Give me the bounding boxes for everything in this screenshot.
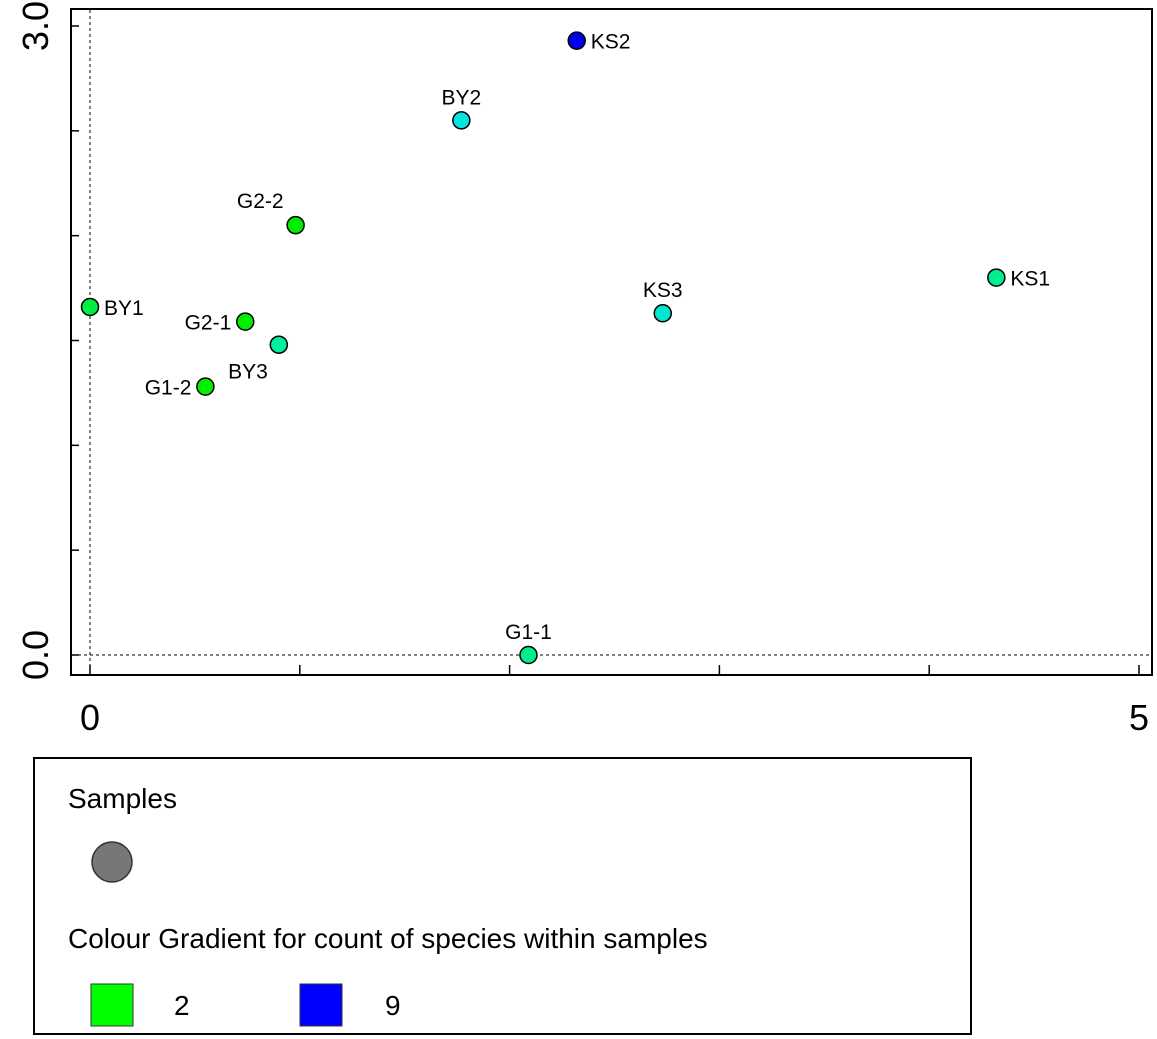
sample-label-by3: BY3	[228, 361, 268, 384]
sample-point-by2	[452, 111, 471, 130]
sample-label-g2-2: G2-2	[237, 190, 284, 213]
x-tick-label-min: 0	[80, 697, 100, 738]
sample-point-g1-2	[196, 377, 215, 396]
legend-box	[33, 757, 972, 1035]
sample-label-g1-1: G1-1	[505, 621, 552, 644]
sample-label-ks2: KS2	[591, 31, 631, 54]
sample-label-ks1: KS1	[1010, 268, 1050, 291]
sample-label-g1-2: G1-2	[145, 377, 192, 400]
legend-samples-title: Samples	[68, 783, 177, 814]
y-tick-label-max: 3.0	[15, 1, 56, 51]
sample-point-g2-1	[236, 312, 255, 331]
sample-point-ks1	[987, 268, 1006, 287]
legend: Samples Colour Gradient for count of spe…	[33, 757, 972, 1035]
y-axis-ticks	[71, 25, 79, 656]
sample-point-g1-1	[519, 645, 538, 665]
sample-label-g2-1: G2-1	[185, 312, 232, 335]
legend-swatch-low	[90, 983, 134, 1027]
x-tick-label-max: 5	[1129, 697, 1149, 738]
data-points: KS2 BY2 G2-2 KS1 KS3 BY1 G2-1 BY3 G1-2 G1-1	[80, 31, 1050, 665]
legend-label-low: 2	[174, 990, 190, 1021]
legend-label-high: 9	[385, 990, 401, 1021]
plot-frame	[70, 8, 1153, 676]
sample-label-ks3: KS3	[643, 279, 683, 302]
y-tick-label-min: 0.0	[15, 630, 56, 680]
sample-label-by2: BY2	[441, 86, 481, 109]
sample-label-by1: BY1	[104, 297, 144, 320]
legend-sample-symbol	[91, 841, 133, 883]
sample-point-by3	[269, 335, 289, 354]
sample-point-g2-2	[286, 215, 305, 235]
sample-point-ks3	[653, 303, 673, 323]
sample-point-by1	[80, 297, 100, 317]
legend-gradient-title: Colour Gradient for count of species wit…	[68, 923, 708, 954]
x-axis-ticks	[89, 665, 1140, 675]
legend-swatch-high	[299, 983, 343, 1027]
sample-point-ks2	[567, 31, 586, 50]
